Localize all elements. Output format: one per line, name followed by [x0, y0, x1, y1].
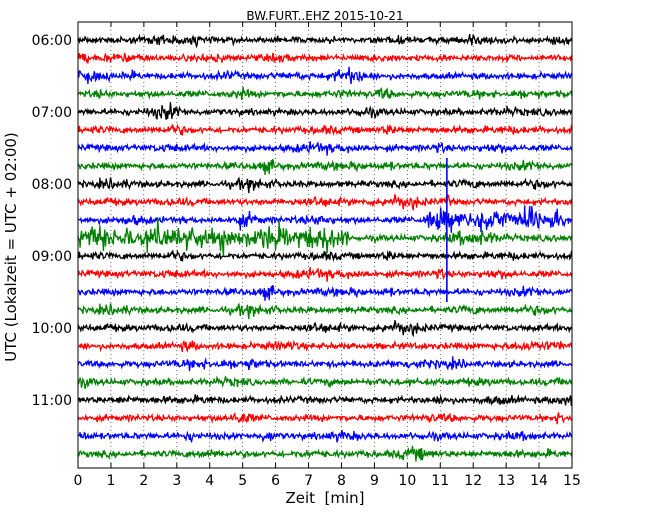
x-tick-label: 8	[337, 473, 346, 489]
x-tick-label: 1	[106, 473, 115, 489]
seismic-trace	[78, 356, 572, 372]
seismic-trace	[78, 52, 572, 64]
seismic-trace	[78, 33, 572, 49]
seismic-trace	[78, 205, 572, 233]
plot-frame	[77, 21, 573, 469]
x-tick-label: 7	[304, 473, 313, 489]
seismic-trace	[78, 194, 572, 212]
x-axis-label: Zeit [min]	[285, 489, 364, 507]
seismic-trace	[78, 86, 572, 101]
x-tick-label: 15	[563, 473, 581, 489]
seismic-trace	[78, 394, 572, 406]
seismic-trace	[78, 339, 572, 353]
trace-lines	[78, 33, 572, 462]
seismic-trace	[78, 66, 572, 85]
seismic-trace	[78, 320, 572, 338]
x-tick-label: 12	[464, 473, 482, 489]
seismic-trace	[78, 158, 572, 175]
x-tick-label: 13	[497, 473, 515, 489]
seismic-trace	[78, 267, 572, 282]
x-tick-label: 14	[530, 473, 548, 489]
x-tick-label: 3	[172, 473, 181, 489]
seismic-trace	[78, 217, 572, 257]
y-tick-label: 11:00	[32, 393, 72, 409]
seismic-trace	[78, 141, 572, 156]
y-tick-label: 06:00	[32, 33, 72, 49]
x-tick-label: 5	[238, 473, 247, 489]
seismic-trace	[78, 176, 572, 194]
x-tick-label: 4	[205, 473, 214, 489]
seismic-trace	[78, 249, 572, 263]
seismic-trace	[78, 284, 572, 301]
x-axis-ticks: 0 1 2 3 4 5 6 7 8 9 10 11 12 13 14 15	[74, 22, 581, 489]
seismic-trace	[78, 102, 572, 121]
y-tick-label: 10:00	[32, 321, 72, 337]
x-tick-label: 11	[431, 473, 449, 489]
x-tick-label: 2	[139, 473, 148, 489]
y-axis-ticks: 06:00 07:00 08:00 09:00 10:00 11:00	[32, 33, 572, 409]
seismic-trace	[78, 375, 572, 390]
x-tick-label: 6	[271, 473, 280, 489]
y-tick-label: 07:00	[32, 105, 72, 121]
seismic-trace	[78, 123, 572, 137]
x-tick-label: 9	[370, 473, 379, 489]
x-tick-label: 0	[74, 473, 83, 489]
seismic-trace	[78, 302, 572, 320]
seismic-trace	[78, 412, 572, 425]
x-tick-label: 10	[398, 473, 416, 489]
y-tick-label: 09:00	[32, 249, 72, 265]
y-axis-label: UTC (Lokalzeit = UTC + 02:00)	[2, 132, 20, 362]
chart-title: BW.FURT..EHZ 2015-10-21	[246, 9, 403, 23]
seismic-trace	[78, 429, 572, 444]
seismic-trace	[78, 445, 572, 462]
y-tick-label: 08:00	[32, 177, 72, 193]
